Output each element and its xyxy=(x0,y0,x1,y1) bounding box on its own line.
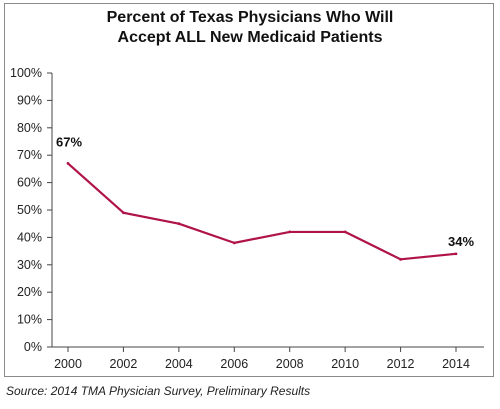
x-tick-label: 2000 xyxy=(54,357,82,371)
y-tick-label: 30% xyxy=(17,258,42,272)
x-tick-label: 2014 xyxy=(442,357,470,371)
y-tick-label: 80% xyxy=(17,121,42,135)
y-tick-label: 70% xyxy=(17,148,42,162)
y-tick-label: 10% xyxy=(17,313,42,327)
data-point xyxy=(66,162,70,165)
data-point xyxy=(454,252,458,256)
data-label: 34% xyxy=(448,234,474,249)
chart-frame xyxy=(4,3,494,377)
y-tick-label: 40% xyxy=(17,230,42,244)
chart-title: Percent of Texas Physicians Who Will Acc… xyxy=(0,8,500,48)
x-tick-label: 2012 xyxy=(387,357,415,371)
data-point xyxy=(122,211,125,215)
x-tick-label: 2002 xyxy=(110,357,138,371)
data-point xyxy=(177,222,181,226)
chart-source: Source: 2014 TMA Physician Survey, Preli… xyxy=(6,384,311,398)
chart-title-line-1: Percent of Texas Physicians Who Will xyxy=(106,9,394,26)
data-point xyxy=(343,230,347,234)
y-tick-label: 100% xyxy=(10,66,42,80)
y-tick-label: 50% xyxy=(17,203,42,217)
y-tick-label: 60% xyxy=(17,176,42,190)
data-label: 67% xyxy=(56,134,82,149)
y-tick-label: 0% xyxy=(24,340,42,354)
data-point xyxy=(232,241,236,245)
x-tick-label: 2006 xyxy=(220,357,248,371)
data-point xyxy=(399,257,402,261)
x-tick-label: 2004 xyxy=(165,357,193,371)
data-point xyxy=(288,230,292,234)
y-tick-label: 20% xyxy=(17,285,42,299)
chart-title-line-2: Accept ALL New Medicaid Patients xyxy=(117,29,383,46)
y-tick-label: 90% xyxy=(17,93,42,107)
x-tick-label: 2010 xyxy=(331,357,359,371)
x-tick-label: 2008 xyxy=(276,357,304,371)
series-line xyxy=(67,162,457,261)
